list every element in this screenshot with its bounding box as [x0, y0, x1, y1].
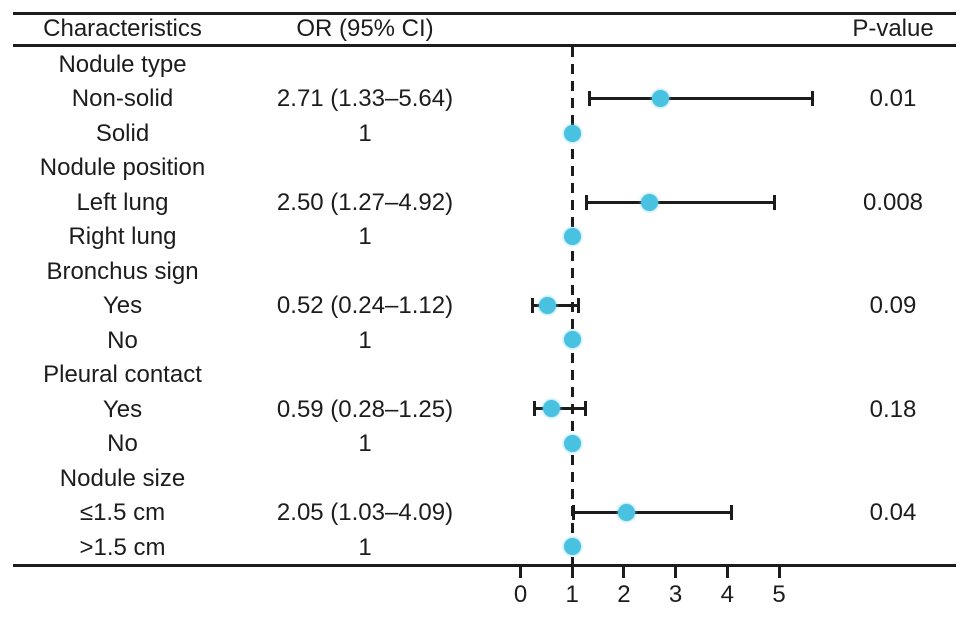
characteristic-label: No	[107, 326, 138, 354]
p-value: 0.008	[862, 188, 924, 216]
or-ci-value: 1	[358, 119, 372, 147]
estimate-dot	[563, 538, 581, 556]
p-value: 0.04	[869, 499, 917, 527]
or-ci-value: 0.52 (0.24–1.12)	[276, 292, 454, 320]
p-value: 0.09	[869, 292, 917, 320]
x-axis-tick	[674, 564, 678, 578]
table-row: Yes 0.52 (0.24–1.12) 0.09	[0, 288, 969, 323]
characteristic-label: Left lung	[76, 188, 169, 216]
table-top-rule	[13, 12, 956, 15]
estimate-dot	[563, 124, 581, 142]
estimate-dot	[652, 90, 670, 108]
characteristic-label: Bronchus sign	[46, 257, 199, 285]
characteristic-label: No	[107, 430, 138, 458]
characteristic-label: Nodule size	[59, 464, 186, 492]
table-row: Nodule size	[0, 461, 969, 496]
table-row: Bronchus sign	[0, 254, 969, 289]
table-row: Nodule type	[0, 47, 969, 82]
ci-cap-right	[810, 91, 814, 107]
ci-cap-right	[576, 298, 580, 314]
x-axis-tick-label: 2	[617, 581, 631, 608]
estimate-dot	[538, 297, 556, 315]
characteristic-label: Yes	[102, 292, 143, 320]
x-axis-tick-label: 0	[513, 581, 528, 608]
ci-cap-left	[572, 504, 576, 520]
characteristic-label: Solid	[95, 119, 150, 147]
x-axis-tick	[777, 564, 781, 578]
x-axis-tick-label: 4	[720, 581, 734, 608]
ci-cap-right	[583, 401, 587, 417]
x-axis-tick-label: 1	[565, 581, 579, 608]
ci-cap-right	[773, 194, 777, 210]
ci-cap-left	[531, 298, 535, 314]
or-ci-value: 0.59 (0.28–1.25)	[276, 395, 454, 423]
table-row: Left lung 2.50 (1.27–4.92) 0.008	[0, 185, 969, 220]
x-axis-tick	[725, 564, 729, 578]
column-header-characteristics: Characteristics	[43, 15, 202, 42]
table-row: Right lung 1	[0, 219, 969, 254]
estimate-dot	[563, 331, 581, 349]
characteristic-label: Nodule type	[58, 51, 187, 78]
ci-line	[589, 97, 813, 101]
or-ci-value: 2.71 (1.33–5.64)	[276, 85, 454, 113]
ci-cap-left	[584, 194, 588, 210]
estimate-dot	[563, 228, 581, 246]
or-ci-value: 1	[358, 326, 372, 354]
characteristic-label: Pleural contact	[43, 361, 202, 389]
x-axis-tick-label: 5	[772, 581, 786, 608]
ci-line	[534, 407, 586, 411]
estimate-dot	[617, 503, 635, 521]
table-row: Yes 0.59 (0.28–1.25) 0.18	[0, 392, 969, 427]
table-row: Pleural contact	[0, 357, 969, 392]
p-value: 0.01	[869, 85, 917, 113]
x-axis-line	[13, 564, 956, 567]
or-ci-value: 1	[358, 430, 372, 458]
characteristic-label: ≤1.5 cm	[79, 499, 166, 527]
or-ci-value: 1	[358, 533, 372, 561]
ci-line	[573, 510, 732, 514]
or-ci-value: 2.05 (1.03–4.09)	[276, 499, 454, 527]
estimate-dot	[542, 400, 560, 418]
x-axis-tick	[570, 564, 574, 578]
or-ci-value: 2.50 (1.27–4.92)	[276, 188, 454, 216]
table-row: ≤1.5 cm 2.05 (1.03–4.09) 0.04	[0, 495, 969, 530]
ci-line	[586, 200, 775, 204]
estimate-dot	[563, 434, 581, 452]
table-header-rule	[13, 44, 956, 47]
table-row: Solid 1	[0, 116, 969, 151]
ci-cap-left	[533, 401, 537, 417]
column-header-p-value: P-value	[852, 15, 934, 42]
characteristic-label: >1.5 cm	[79, 533, 166, 561]
or-ci-value: 1	[358, 223, 372, 251]
x-axis-tick	[622, 564, 626, 578]
characteristic-label: Non-solid	[71, 85, 174, 113]
ci-cap-left	[587, 91, 591, 107]
table-row: >1.5 cm 1	[0, 530, 969, 565]
x-axis-tick-label: 3	[668, 581, 683, 608]
table-row: No 1	[0, 426, 969, 461]
table-row: Non-solid 2.71 (1.33–5.64) 0.01	[0, 81, 969, 116]
table-row: No 1	[0, 323, 969, 358]
characteristic-label: Nodule position	[39, 154, 206, 182]
column-header-or-ci: OR (95% CI)	[296, 15, 434, 42]
estimate-dot	[641, 193, 659, 211]
characteristic-label: Yes	[102, 395, 143, 423]
p-value: 0.18	[869, 395, 917, 423]
ci-cap-right	[730, 504, 734, 520]
table-row: Nodule position	[0, 150, 969, 185]
characteristic-label: Right lung	[68, 223, 177, 251]
x-axis-tick	[519, 564, 522, 578]
